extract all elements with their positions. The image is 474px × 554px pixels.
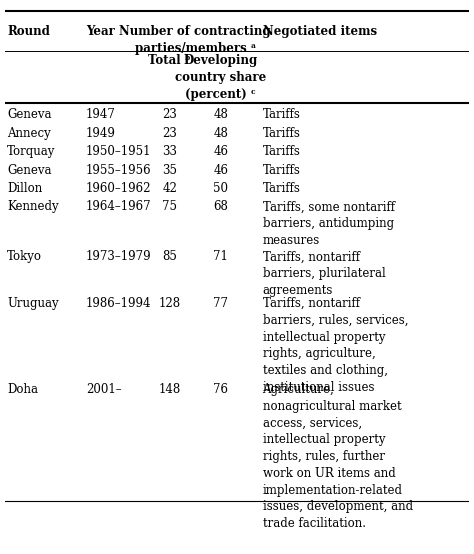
Text: 46: 46 (213, 145, 228, 158)
Text: Tariffs: Tariffs (263, 145, 301, 158)
Text: 71: 71 (213, 250, 228, 263)
Text: 42: 42 (162, 182, 177, 195)
Text: 2001–: 2001– (86, 383, 122, 396)
Text: Tariffs, some nontariff
barriers, antidumping
measures: Tariffs, some nontariff barriers, antidu… (263, 201, 394, 247)
Text: Dillon: Dillon (7, 182, 42, 195)
Text: 1949: 1949 (86, 127, 116, 140)
Text: Geneva: Geneva (7, 108, 52, 121)
Text: 1964–1967: 1964–1967 (86, 201, 152, 213)
Text: 46: 46 (213, 163, 228, 177)
Text: Developing
country share
(percent) ᶜ: Developing country share (percent) ᶜ (175, 54, 266, 101)
Text: 35: 35 (162, 163, 177, 177)
Text: Torquay: Torquay (7, 145, 55, 158)
Text: 68: 68 (213, 201, 228, 213)
Text: 1950–1951: 1950–1951 (86, 145, 152, 158)
Text: Agriculture,
nonagricultural market
access, services,
intellectual property
righ: Agriculture, nonagricultural market acce… (263, 383, 413, 530)
Text: Tariffs: Tariffs (263, 182, 301, 195)
Text: 1973–1979: 1973–1979 (86, 250, 152, 263)
Text: 23: 23 (162, 108, 177, 121)
Text: 1947: 1947 (86, 108, 116, 121)
Text: Tokyo: Tokyo (7, 250, 42, 263)
Text: 75: 75 (162, 201, 177, 213)
Text: Negotiated items: Negotiated items (263, 24, 377, 38)
Text: Kennedy: Kennedy (7, 201, 59, 213)
Text: 48: 48 (213, 108, 228, 121)
Text: 1986–1994: 1986–1994 (86, 297, 152, 310)
Text: Geneva: Geneva (7, 163, 52, 177)
Text: Tariffs: Tariffs (263, 163, 301, 177)
Text: 33: 33 (162, 145, 177, 158)
Text: Round: Round (7, 24, 50, 38)
Text: 1955–1956: 1955–1956 (86, 163, 152, 177)
Text: 50: 50 (213, 182, 228, 195)
Text: Doha: Doha (7, 383, 38, 396)
Text: 77: 77 (213, 297, 228, 310)
Text: 23: 23 (162, 127, 177, 140)
Text: Annecy: Annecy (7, 127, 51, 140)
Text: 48: 48 (213, 127, 228, 140)
Text: Year: Year (86, 24, 115, 38)
Text: Uruguay: Uruguay (7, 297, 59, 310)
Text: 1960–1962: 1960–1962 (86, 182, 152, 195)
Text: 128: 128 (159, 297, 181, 310)
Text: Tariffs: Tariffs (263, 127, 301, 140)
Text: 76: 76 (213, 383, 228, 396)
Text: Tariffs: Tariffs (263, 108, 301, 121)
Text: 85: 85 (162, 250, 177, 263)
Text: Tariffs, nontariff
barriers, rules, services,
intellectual property
rights, agri: Tariffs, nontariff barriers, rules, serv… (263, 297, 408, 394)
Text: 148: 148 (158, 383, 181, 396)
Text: Number of contracting
parties/members ᵃ: Number of contracting parties/members ᵃ (119, 24, 271, 54)
Text: Tariffs, nontariff
barriers, plurilateral
agreements: Tariffs, nontariff barriers, plurilatera… (263, 250, 385, 297)
Text: Total ᵇ: Total ᵇ (148, 54, 191, 68)
